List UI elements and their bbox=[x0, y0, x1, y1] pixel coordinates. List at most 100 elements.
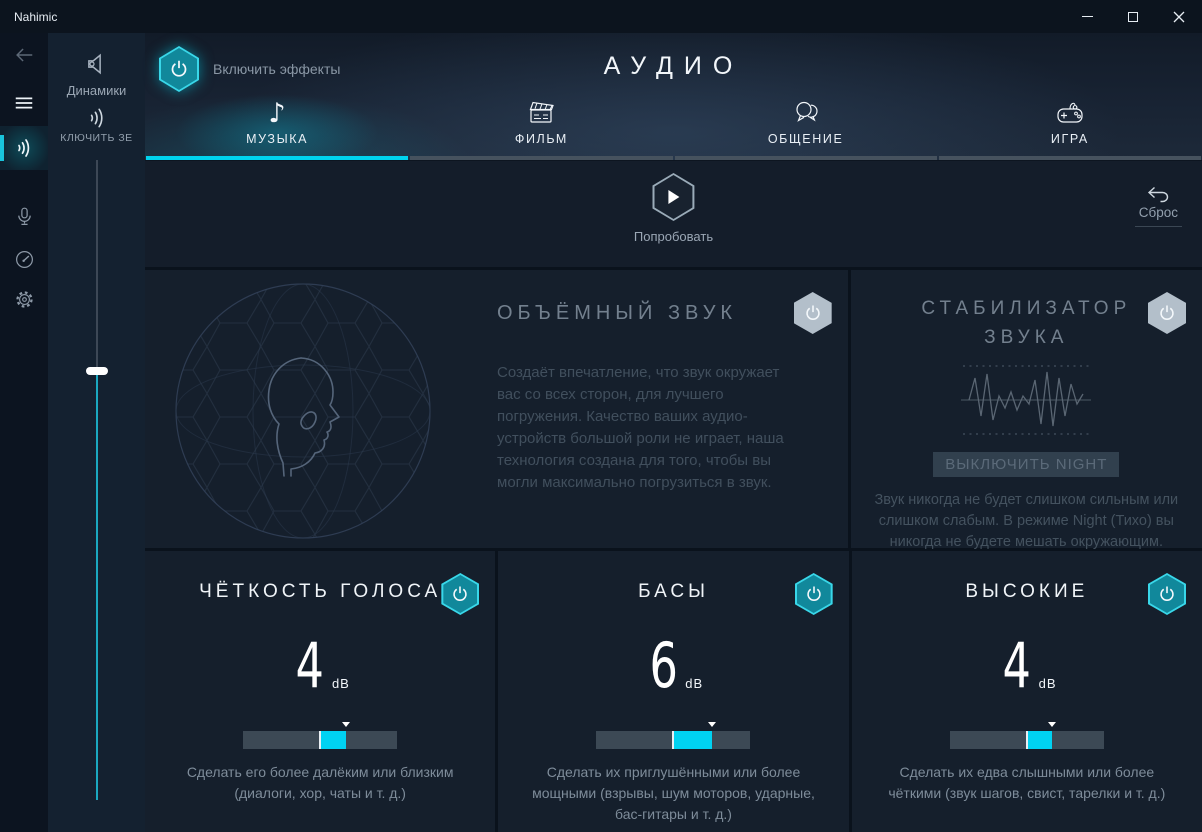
window-controls bbox=[1064, 0, 1202, 33]
sidebar-item-microphone[interactable] bbox=[0, 198, 48, 234]
close-button[interactable] bbox=[1156, 0, 1202, 33]
speakers-volume-slider[interactable] bbox=[48, 160, 145, 800]
value: 4 bbox=[296, 629, 325, 702]
slider-center-mark bbox=[672, 731, 675, 749]
volume-handle[interactable] bbox=[85, 367, 108, 376]
arrow-left-icon bbox=[16, 48, 33, 62]
clapperboard-icon bbox=[526, 97, 556, 127]
card-title-line2: ЗВУКА bbox=[984, 327, 1069, 348]
maximize-button[interactable] bbox=[1110, 0, 1156, 33]
unit-label: dB bbox=[331, 676, 350, 691]
card-description: Звук никогда не будет слишком сильным ил… bbox=[874, 492, 1179, 550]
tab-label: МУЗЫКА bbox=[246, 132, 309, 146]
slider-marker[interactable] bbox=[1048, 722, 1057, 727]
treble-card: ВЫСОКИЕ 4 dB Сделать их едва слышными ил… bbox=[851, 551, 1202, 832]
tab-label: ФИЛЬМ bbox=[514, 132, 568, 146]
speaker-icon bbox=[48, 49, 145, 79]
tab-label: ИГРА bbox=[1050, 132, 1089, 146]
banner: Включить эффекты АУДИО ♪ МУЗЫКА bbox=[145, 33, 1202, 160]
stabilizer-power-button[interactable] bbox=[1148, 292, 1186, 334]
treble-slider[interactable] bbox=[949, 722, 1104, 749]
sidebar-item-menu[interactable] bbox=[0, 85, 48, 121]
try-label: Попробовать bbox=[633, 229, 714, 244]
night-toggle-button[interactable]: ВЫКЛЮЧИТЬ NIGHT bbox=[933, 452, 1120, 477]
bass-slider[interactable] bbox=[596, 722, 751, 749]
close-icon bbox=[1173, 11, 1185, 22]
card-title: ЧЁТКОСТЬ ГОЛОСА bbox=[199, 581, 442, 602]
surround-sound-card: ОБЪЁМНЫЙ ЗВУК Создаёт впечатление, что з… bbox=[145, 270, 848, 548]
try-play-button[interactable] bbox=[652, 173, 695, 221]
reset-label: Сброс bbox=[1134, 205, 1182, 227]
voice-slider[interactable] bbox=[243, 722, 398, 749]
slider-fill bbox=[1026, 731, 1053, 749]
tab-chat[interactable]: ОБЩЕНИЕ bbox=[674, 94, 938, 160]
card-description: Сделать их приглушёнными или более мощны… bbox=[532, 764, 815, 822]
app-title: Nahimic bbox=[14, 9, 58, 24]
value-readout: 6 dB bbox=[644, 629, 703, 702]
unit-label: dB bbox=[1038, 676, 1057, 691]
gamepad-icon bbox=[1054, 97, 1086, 127]
waveform-icon bbox=[961, 365, 1092, 435]
maximize-icon bbox=[1128, 11, 1138, 22]
sound-waves-icon bbox=[48, 105, 145, 131]
tab-music[interactable]: ♪ МУЗЫКА bbox=[145, 94, 410, 160]
effects-toggle[interactable]: Включить эффекты bbox=[159, 46, 340, 92]
slider-fill bbox=[320, 731, 346, 749]
sound-waves-icon bbox=[18, 139, 30, 157]
device-name: Динамики bbox=[66, 83, 127, 98]
power-icon bbox=[1157, 303, 1177, 323]
head-profile bbox=[267, 357, 340, 477]
music-note-icon: ♪ bbox=[268, 98, 286, 129]
card-title: ОБЪЁМНЫЙ ЗВУК bbox=[497, 302, 738, 324]
audio-page: Включить эффекты АУДИО ♪ МУЗЫКА bbox=[145, 33, 1202, 832]
tab-game[interactable]: ИГРА bbox=[938, 94, 1202, 160]
chat-bubbles-icon bbox=[791, 97, 821, 127]
effects-row-2: ЧЁТКОСТЬ ГОЛОСА 4 dB Сделать его более д… bbox=[145, 548, 1202, 832]
voice-clarity-card: ЧЁТКОСТЬ ГОЛОСА 4 dB Сделать его более д… bbox=[145, 551, 496, 832]
effects-row-1: ОБЪЁМНЫЙ ЗВУК Создаёт впечатление, что з… bbox=[145, 267, 1202, 550]
slider-marker[interactable] bbox=[341, 722, 350, 727]
reset-button[interactable]: Сброс bbox=[1134, 183, 1182, 227]
card-title-line1: СТАБИЛИЗАТОР bbox=[921, 298, 1132, 319]
value: 6 bbox=[649, 629, 678, 702]
sidebar-item-back[interactable] bbox=[0, 37, 48, 73]
play-icon bbox=[668, 190, 680, 204]
card-description: Сделать его более далёким или близким (д… bbox=[186, 764, 454, 801]
slider-center-mark bbox=[1025, 731, 1028, 749]
volume-track-upper bbox=[95, 160, 98, 372]
device-scroll-text: КЛЮЧИТЬ ЗЕ bbox=[60, 132, 133, 144]
undo-icon bbox=[1148, 186, 1169, 203]
volume-track-fill bbox=[95, 371, 98, 800]
bass-power-button[interactable] bbox=[794, 573, 833, 615]
sidebar-item-settings[interactable] bbox=[0, 281, 48, 317]
slider-fill bbox=[673, 731, 712, 749]
power-icon bbox=[1157, 584, 1177, 604]
power-icon bbox=[803, 303, 823, 323]
titlebar: Nahimic bbox=[0, 0, 1202, 33]
card-title: БАСЫ bbox=[638, 581, 709, 602]
tabs: ♪ МУЗЫКА ФИЛЬМ bbox=[145, 94, 1202, 160]
sidebar-item-audio[interactable] bbox=[0, 126, 48, 170]
card-description: Сделать их едва слышными или более чётки… bbox=[888, 764, 1166, 801]
slider-marker[interactable] bbox=[707, 722, 716, 727]
power-icon bbox=[450, 584, 470, 604]
card-title: ВЫСОКИЕ bbox=[965, 581, 1089, 602]
tab-movie[interactable]: ФИЛЬМ bbox=[409, 94, 673, 160]
surround-sphere-graphic bbox=[175, 283, 431, 539]
power-icon bbox=[804, 584, 824, 604]
surround-power-button[interactable] bbox=[793, 292, 832, 334]
value-readout: 4 dB bbox=[997, 629, 1057, 702]
sidebar-item-dashboard[interactable] bbox=[0, 241, 48, 277]
preview-row: Попробовать Сброс bbox=[145, 160, 1202, 267]
treble-power-button[interactable] bbox=[1147, 573, 1186, 615]
value: 4 bbox=[1002, 629, 1032, 702]
minimize-button[interactable] bbox=[1064, 0, 1110, 33]
voice-power-button[interactable] bbox=[441, 573, 480, 615]
tab-label: ОБЩЕНИЕ bbox=[767, 132, 844, 146]
microphone-icon bbox=[17, 207, 31, 225]
hamburger-icon bbox=[15, 97, 33, 109]
slider-center-mark bbox=[319, 731, 322, 749]
sidebar bbox=[0, 33, 48, 832]
sound-stabilizer-card: СТАБИЛИЗАТОР ЗВУКА ВЫКЛЮЧИТЬ NIGHT Звук … bbox=[850, 270, 1202, 550]
